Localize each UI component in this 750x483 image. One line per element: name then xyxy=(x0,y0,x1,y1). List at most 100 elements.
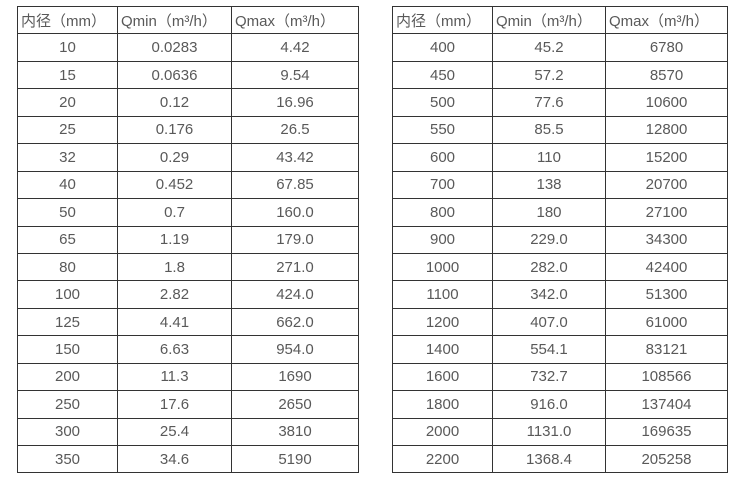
table-cell: 450 xyxy=(392,60,493,90)
table-cell: 10600 xyxy=(605,88,728,117)
table-row: 150 6.63 954.0 xyxy=(17,335,359,364)
table-cell: 1800 xyxy=(392,390,493,419)
table-row: 32 0.29 43.42 xyxy=(17,143,359,172)
table-cell: 250 xyxy=(17,390,118,419)
table-row: 400 45.2 6780 xyxy=(392,33,728,62)
table-cell: 4.42 xyxy=(231,33,359,62)
table-cell: 200 xyxy=(17,362,118,392)
table-cell: 1200 xyxy=(392,307,493,337)
table-cell: 25 xyxy=(17,115,118,145)
table-cell: 9.54 xyxy=(231,60,359,90)
table-cell: 110 xyxy=(492,143,606,172)
table-cell: 700 xyxy=(392,170,493,200)
table-row: 1400 554.1 83121 xyxy=(392,335,728,364)
table-cell: 4.41 xyxy=(117,307,232,337)
table-row: 700 138 20700 xyxy=(392,170,728,200)
table-cell: 160.0 xyxy=(231,198,359,227)
table-row: 25 0.176 26.5 xyxy=(17,115,359,145)
table-cell: 342.0 xyxy=(492,280,606,309)
table-cell: 554.1 xyxy=(492,335,606,364)
table-cell: 42400 xyxy=(605,252,728,282)
table-cell: 3810 xyxy=(231,417,359,447)
table-cell: 2200 xyxy=(392,444,493,474)
table-cell: 0.29 xyxy=(117,143,232,172)
table-row: 10 0.0283 4.42 xyxy=(17,33,359,62)
table-cell: 51300 xyxy=(605,280,728,309)
col-header-qmin: Qmin（m³/h） xyxy=(492,5,606,35)
table-row: 600 110 15200 xyxy=(392,143,728,172)
table-cell: 407.0 xyxy=(492,307,606,337)
col-header-qmax: Qmax（m³/h） xyxy=(231,5,359,35)
table-cell: 77.6 xyxy=(492,88,606,117)
table-cell: 0.0283 xyxy=(117,33,232,62)
table-cell: 229.0 xyxy=(492,225,606,254)
table-cell: 57.2 xyxy=(492,60,606,90)
table-cell: 732.7 xyxy=(492,362,606,392)
table-row: 125 4.41 662.0 xyxy=(17,307,359,337)
table-body-left: 10 0.0283 4.42 15 0.0636 9.54 20 0.12 16.96 25 0.1… xyxy=(17,33,359,474)
flow-table-right: 内径（mm） Qmin（m³/h） Qmax（m³/h） 400 45.2 6780… xyxy=(392,5,728,474)
table-row: 20 0.12 16.96 xyxy=(17,88,359,117)
table-cell: 43.42 xyxy=(231,143,359,172)
table-cell: 26.5 xyxy=(231,115,359,145)
table-row: 500 77.6 10600 xyxy=(392,88,728,117)
table-row: 15 0.0636 9.54 xyxy=(17,60,359,90)
col-header-inner-diameter: 内径（mm） xyxy=(392,5,493,35)
table-cell: 50 xyxy=(17,198,118,227)
table-cell: 1100 xyxy=(392,280,493,309)
table-cell: 25.4 xyxy=(117,417,232,447)
table-row: 1000 282.0 42400 xyxy=(392,252,728,282)
col-header-inner-diameter: 内径（mm） xyxy=(17,5,118,35)
table-cell: 1131.0 xyxy=(492,417,606,447)
header-row: 内径（mm） Qmin（m³/h） Qmax（m³/h） xyxy=(17,5,359,35)
table-cell: 169635 xyxy=(605,417,728,447)
table-cell: 108566 xyxy=(605,362,728,392)
table-cell: 34.6 xyxy=(117,444,232,474)
table-cell: 61000 xyxy=(605,307,728,337)
table-row: 900 229.0 34300 xyxy=(392,225,728,254)
table-cell: 0.12 xyxy=(117,88,232,117)
table-cell: 40 xyxy=(17,170,118,200)
table-cell: 27100 xyxy=(605,198,728,227)
table-cell: 34300 xyxy=(605,225,728,254)
table-cell: 32 xyxy=(17,143,118,172)
table-cell: 300 xyxy=(17,417,118,447)
flow-table-left: 内径（mm） Qmin（m³/h） Qmax（m³/h） 10 0.0283 4.4… xyxy=(17,5,359,474)
table-cell: 500 xyxy=(392,88,493,117)
table-cell: 1400 xyxy=(392,335,493,364)
table-cell: 180 xyxy=(492,198,606,227)
table-cell: 83121 xyxy=(605,335,728,364)
table-cell: 15 xyxy=(17,60,118,90)
table-cell: 282.0 xyxy=(492,252,606,282)
table-cell: 0.7 xyxy=(117,198,232,227)
table-row: 80 1.8 271.0 xyxy=(17,252,359,282)
table-cell: 67.85 xyxy=(231,170,359,200)
table-cell: 1.8 xyxy=(117,252,232,282)
table-row: 2200 1368.4 205258 xyxy=(392,444,728,474)
table-row: 200 11.3 1690 xyxy=(17,362,359,392)
table-row: 65 1.19 179.0 xyxy=(17,225,359,254)
table-cell: 271.0 xyxy=(231,252,359,282)
table-cell: 6780 xyxy=(605,33,728,62)
table-cell: 954.0 xyxy=(231,335,359,364)
table-cell: 350 xyxy=(17,444,118,474)
table-cell: 800 xyxy=(392,198,493,227)
table-cell: 550 xyxy=(392,115,493,145)
table-cell: 137404 xyxy=(605,390,728,419)
table-cell: 5190 xyxy=(231,444,359,474)
table-cell: 900 xyxy=(392,225,493,254)
table-cell: 2000 xyxy=(392,417,493,447)
table-cell: 1368.4 xyxy=(492,444,606,474)
table-cell: 6.63 xyxy=(117,335,232,364)
table-row: 1800 916.0 137404 xyxy=(392,390,728,419)
table-cell: 0.0636 xyxy=(117,60,232,90)
table-cell: 8570 xyxy=(605,60,728,90)
table-cell: 1000 xyxy=(392,252,493,282)
table-cell: 11.3 xyxy=(117,362,232,392)
table-cell: 100 xyxy=(17,280,118,309)
table-row: 250 17.6 2650 xyxy=(17,390,359,419)
table-cell: 1600 xyxy=(392,362,493,392)
table-cell: 1690 xyxy=(231,362,359,392)
table-row: 1100 342.0 51300 xyxy=(392,280,728,309)
